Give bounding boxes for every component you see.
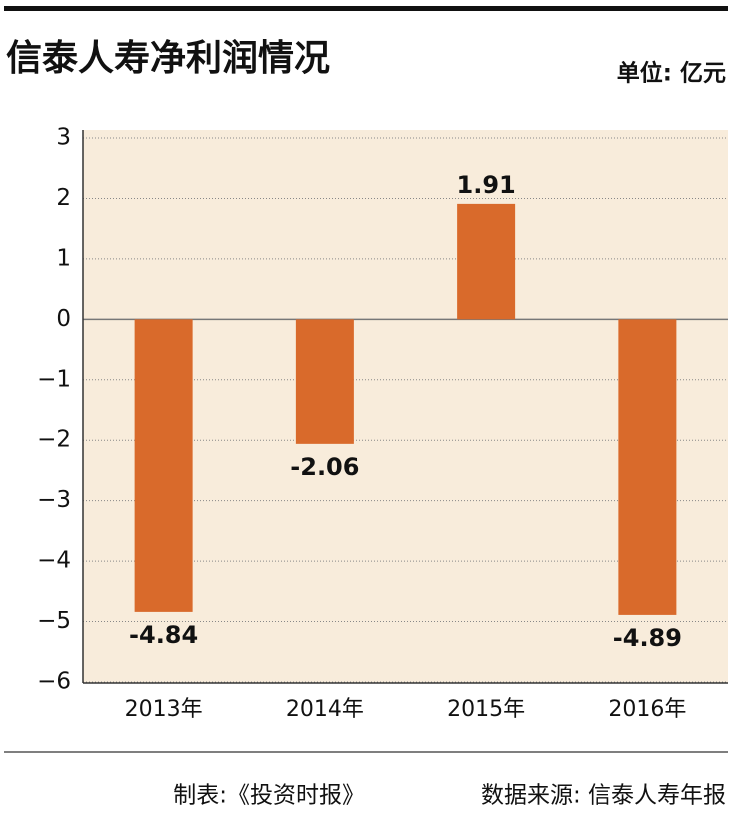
credit: 制表:《投资时报》 [173, 783, 365, 809]
value-label: -2.06 [290, 453, 359, 481]
y-tick-label: −4 [37, 548, 71, 574]
x-tick-label: 2015年 [447, 697, 525, 722]
top-rule [4, 6, 728, 11]
unit-label: 单位: 亿元 [617, 60, 726, 87]
value-label: -4.84 [129, 621, 198, 649]
x-tick-label: 2016年 [608, 697, 686, 722]
source: 数据来源: 信泰人寿年报 [481, 783, 726, 809]
y-tick-label: 0 [56, 306, 71, 332]
y-tick-label: −5 [37, 608, 71, 634]
y-tick-label: −6 [37, 669, 71, 695]
y-tick-label: −1 [37, 366, 71, 392]
chart-title: 信泰人寿净利润情况 [6, 38, 330, 79]
y-tick-label: 3 [56, 125, 71, 151]
y-tick-label: −2 [37, 427, 71, 453]
bar [457, 203, 516, 320]
x-tick-label: 2013年 [125, 697, 203, 722]
value-label: 1.91 [457, 171, 516, 199]
bar [618, 319, 677, 615]
bar [295, 319, 354, 444]
y-tick-label: 2 [56, 185, 71, 211]
y-tick-label: −3 [37, 487, 71, 513]
bar [134, 319, 193, 612]
y-tick-label: 1 [56, 245, 71, 271]
value-label: -4.89 [613, 624, 682, 652]
x-tick-label: 2014年 [286, 697, 364, 722]
